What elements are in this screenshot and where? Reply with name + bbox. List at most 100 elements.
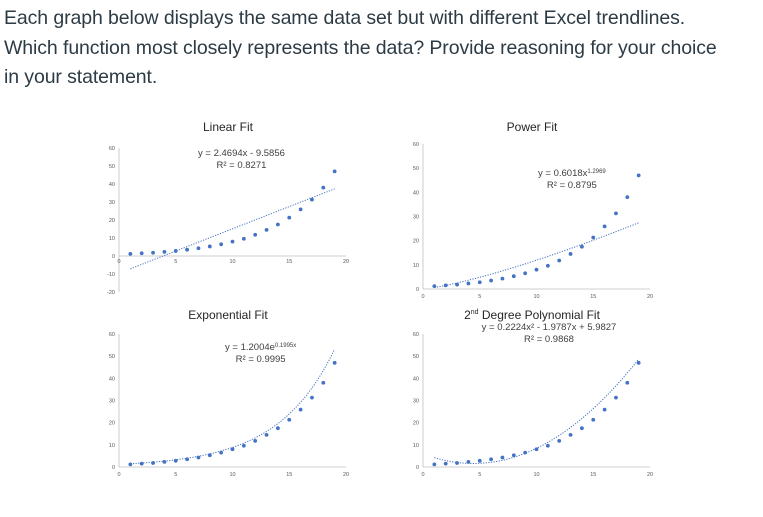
x-tick-label: 0: [117, 472, 120, 478]
data-point: [219, 242, 224, 247]
data-point: [298, 407, 303, 412]
data-point: [321, 380, 326, 385]
y-tick-label: 50: [109, 354, 115, 360]
data-point: [455, 282, 459, 287]
data-point: [287, 215, 292, 220]
data-point: [534, 447, 539, 452]
y-tick-label: 60: [109, 146, 115, 152]
data-point: [151, 461, 155, 465]
data-point: [321, 185, 326, 190]
data-point: [207, 244, 212, 249]
exponential-fit-plot: 60 50 40 30 20 10 00 5 10 15 20: [109, 332, 349, 478]
y-tick-label: 0: [416, 287, 419, 293]
polynomial-fit-plot: 60 50 40 30 20 10 00 5 10 15 20: [413, 332, 653, 478]
data-point: [128, 462, 133, 467]
data-point: [500, 276, 505, 281]
equation-exponent: 0.1995x: [274, 343, 297, 349]
x-tick-label: 5: [478, 472, 481, 478]
equation-base: y = 1.2004e: [225, 342, 275, 353]
title-ordinal: 2: [464, 308, 471, 322]
question-line-1: Each graph below displays the same data …: [4, 7, 686, 29]
data-point: [443, 283, 448, 288]
y-tick-label: 30: [413, 399, 419, 405]
polynomial-fit-chart: 60 50 40 30 20 10 0 0 5 10 15 20 2nd Degree Polynom…: [402, 304, 662, 489]
data-point: [151, 250, 155, 255]
x-tick-label: 15: [286, 472, 292, 478]
equation-text: y = 1.2004e0.1995x: [225, 340, 296, 354]
data-point: [625, 195, 630, 200]
y-tick-label: 40: [109, 182, 115, 188]
x-tick-label: 10: [533, 472, 539, 478]
x-tick-label: 15: [590, 472, 596, 478]
data-point: [230, 447, 235, 452]
data-point: [241, 236, 246, 241]
data-point: [466, 281, 471, 286]
x-tick-label: 20: [343, 472, 349, 478]
y-tick-label: 10: [413, 443, 419, 449]
data-point: [523, 450, 528, 455]
data-point: [185, 247, 189, 252]
r-squared-text: R² = 0.9995: [235, 354, 286, 365]
data-point: [443, 461, 448, 466]
chart-title: 2nd Degree Polynomial Fit: [402, 308, 662, 322]
data-point: [264, 228, 269, 232]
x-tick-label: 0: [421, 294, 424, 300]
data-point: [489, 278, 493, 283]
y-tick-label: 0: [112, 254, 115, 260]
data-point: [568, 252, 573, 256]
trendline: [434, 222, 639, 289]
y-tick-label: 10: [109, 443, 115, 449]
data-point: [128, 251, 133, 256]
y-tick-label: 20: [413, 421, 419, 427]
y-tick-label: 50: [109, 164, 115, 170]
x-tick-label: 20: [647, 294, 653, 300]
y-tick-label: 10: [109, 236, 115, 242]
y-tick-label: 30: [109, 399, 115, 405]
power-fit-chart: 60 50 40 30 20 10 0 0 5 10 15 20 Power Fit y = 0.60…: [402, 116, 662, 301]
data-point: [614, 395, 618, 400]
x-tick-label: 0: [117, 259, 120, 265]
data-point: [602, 224, 607, 229]
data-point: [332, 169, 337, 174]
data-point: [219, 450, 224, 455]
data-point: [253, 438, 258, 443]
data-point: [432, 284, 437, 288]
r-squared-text: R² = 0.8795: [546, 180, 597, 191]
trendline-equation: y = 2.4694x - 9.5856 R² = 0.8271: [198, 148, 285, 172]
linear-fit-chart: 60 50 40 30 20 10 0 -10 -20 0 5 10 15 20 Linear Fit y…: [98, 116, 358, 301]
data-point: [230, 239, 235, 244]
y-tick-label: 40: [413, 190, 419, 196]
y-tick-label: 40: [413, 376, 419, 382]
x-tick-label: 5: [174, 259, 177, 265]
trendline-equation: y = 1.2004e0.1995x R² = 0.9995: [225, 340, 296, 366]
power-fit-plot: 60 50 40 30 20 10 00 5 10 15 20: [413, 142, 653, 300]
y-tick-label: 60: [413, 332, 419, 338]
data-point: [625, 380, 630, 385]
x-tick-label: 10: [229, 259, 235, 265]
data-point: [287, 417, 292, 422]
trendline-equation: y = 0.2224x² - 1.9787x + 5.9827 R² = 0.9…: [474, 322, 624, 346]
exponential-fit-chart: 60 50 40 30 20 10 0 0 5 10 15 20 Exponential Fit y …: [98, 304, 358, 489]
trendline: [130, 348, 336, 465]
trendline-equation: y = 0.6018x1.2969 R² = 0.8795: [538, 166, 606, 192]
data-point: [568, 432, 573, 437]
equation-text: y = 0.2224x² - 1.9787x + 5.9827: [481, 322, 617, 333]
y-tick-label: 60: [109, 332, 115, 338]
data-point: [477, 458, 482, 463]
data-point: [477, 280, 482, 285]
data-point: [310, 197, 314, 202]
data-point: [207, 453, 212, 458]
data-point: [276, 426, 280, 431]
data-point: [511, 453, 516, 458]
data-point: [489, 457, 493, 462]
data-point: [432, 462, 437, 467]
y-tick-label: 50: [413, 166, 419, 172]
data-point: [545, 443, 550, 448]
equation-exponent: 1.2969: [587, 169, 606, 175]
x-tick-label: 0: [421, 472, 424, 478]
data-point: [253, 232, 258, 237]
y-tick-label: 40: [109, 376, 115, 382]
x-tick-label: 20: [343, 259, 349, 265]
x-tick-label: 15: [590, 294, 596, 300]
data-point: [241, 443, 246, 448]
